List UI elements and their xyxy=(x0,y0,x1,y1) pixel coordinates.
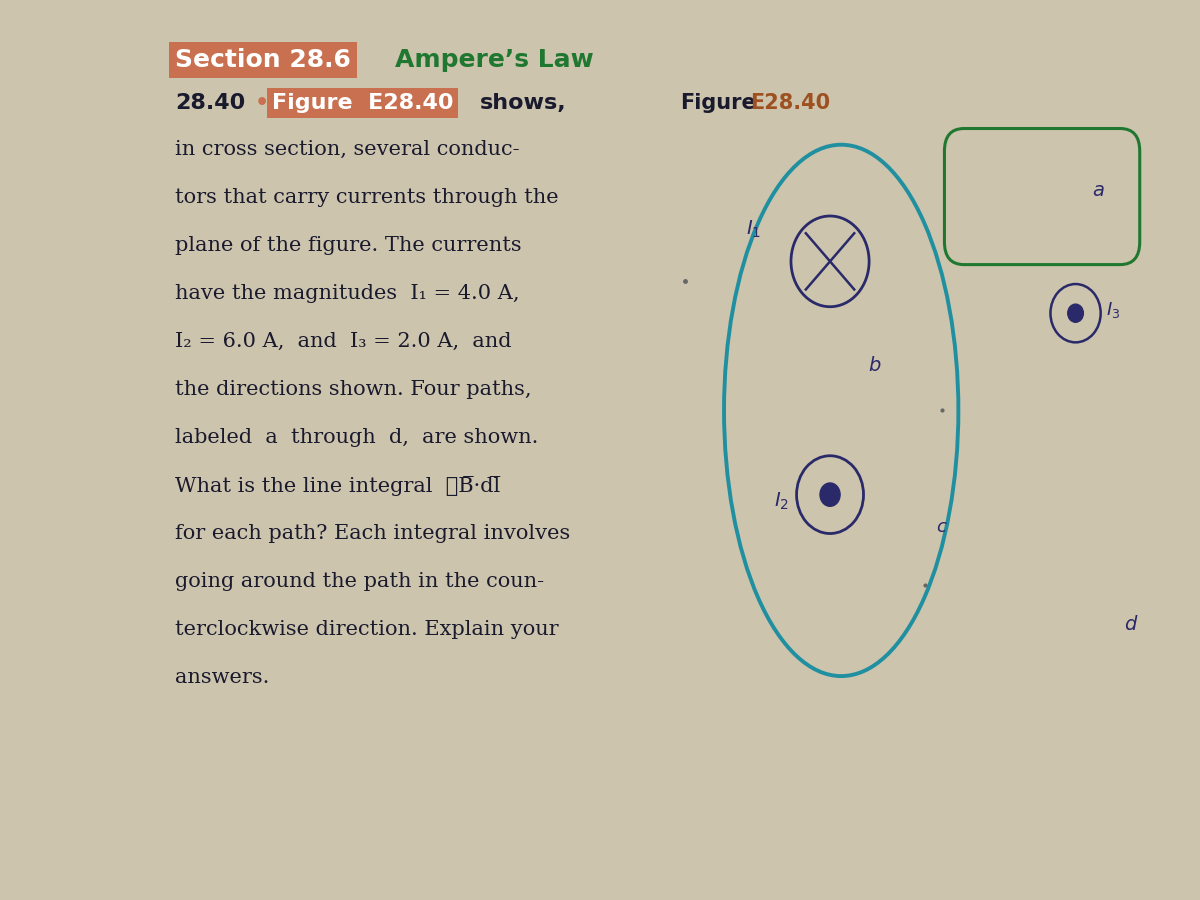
Text: terclockwise direction. Explain your: terclockwise direction. Explain your xyxy=(175,620,559,639)
Text: I₂ = 6.0 A,  and  I₃ = 2.0 A,  and: I₂ = 6.0 A, and I₃ = 2.0 A, and xyxy=(175,332,511,351)
Text: $I_2$: $I_2$ xyxy=(774,491,790,512)
Text: for each path? Each integral involves: for each path? Each integral involves xyxy=(175,524,570,543)
Text: $I_3$: $I_3$ xyxy=(1106,300,1121,320)
Text: $d$: $d$ xyxy=(1124,615,1139,634)
Text: going around the path in the coun-: going around the path in the coun- xyxy=(175,572,544,591)
Text: $I_1$: $I_1$ xyxy=(746,219,762,239)
Text: $c$: $c$ xyxy=(936,518,948,536)
Text: $b$: $b$ xyxy=(868,356,882,374)
Text: 28.40: 28.40 xyxy=(175,93,245,113)
Text: plane of the figure. The currents: plane of the figure. The currents xyxy=(175,236,522,255)
Text: Figure: Figure xyxy=(680,93,756,113)
Text: shows,: shows, xyxy=(480,93,566,113)
Circle shape xyxy=(1068,304,1084,322)
Text: •: • xyxy=(256,93,269,113)
Text: labeled  a  through  d,  are shown.: labeled a through d, are shown. xyxy=(175,428,539,447)
Text: answers.: answers. xyxy=(175,668,269,687)
Text: Figure  E28.40: Figure E28.40 xyxy=(272,93,454,113)
Text: tors that carry currents through the: tors that carry currents through the xyxy=(175,188,559,207)
Circle shape xyxy=(820,483,840,507)
Text: $a$: $a$ xyxy=(1092,181,1104,200)
Text: E28.40: E28.40 xyxy=(750,93,830,113)
Text: Ampere’s Law: Ampere’s Law xyxy=(395,48,594,72)
Text: Section 28.6: Section 28.6 xyxy=(175,48,350,72)
Text: in cross section, several conduc-: in cross section, several conduc- xyxy=(175,140,520,159)
Text: What is the line integral  ∮B̅·dl̅: What is the line integral ∮B̅·dl̅ xyxy=(175,476,500,496)
Text: the directions shown. Four paths,: the directions shown. Four paths, xyxy=(175,380,532,399)
Text: have the magnitudes  I₁ = 4.0 A,: have the magnitudes I₁ = 4.0 A, xyxy=(175,284,520,303)
